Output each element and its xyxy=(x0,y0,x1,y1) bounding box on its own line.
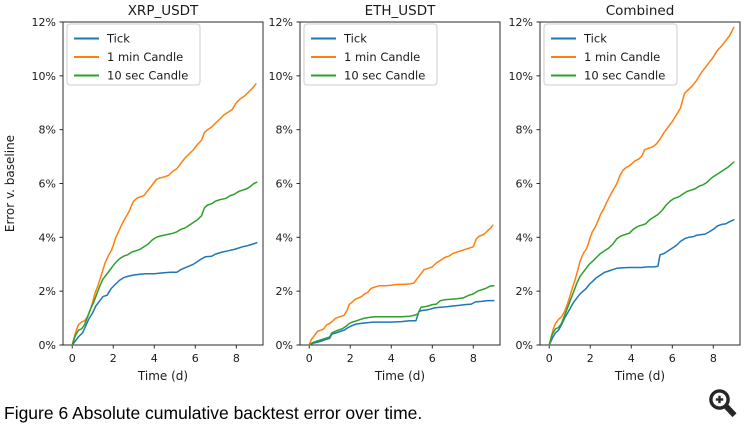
y-tick-label: 2% xyxy=(276,285,293,298)
series-line-10-sec-candle xyxy=(71,181,258,346)
subplot-XRP_USDT: 0% 2% 4% 6% 8% 10% 12% 0 2 4 6 8 XRP_USDT Time (d) Err… xyxy=(3,3,264,383)
chart-title: Combined xyxy=(606,3,675,19)
subplot-Combined: 0% 2% 4% 6% 8% 10% 12% 0 2 4 6 8 Combined Time (d) Tic… xyxy=(509,3,741,383)
legend-label: 10 sec Candle xyxy=(584,69,665,83)
subplot-ETH_USDT: 0% 2% 4% 6% 8% 10% 12% 0 2 4 6 8 ETH_USDT Time (d) Tic… xyxy=(269,3,501,383)
x-tick-label: 8 xyxy=(710,352,717,365)
legend-label: Tick xyxy=(583,32,607,46)
figure-caption: Figure 6 Absolute cumulative backtest er… xyxy=(4,403,423,423)
y-tick-label: 10% xyxy=(32,70,56,83)
legend-label: 10 sec Candle xyxy=(107,69,188,83)
figure-charts: 0% 2% 4% 6% 8% 10% 12% 0 2 4 6 8 XRP_USDT Time (d) Err… xyxy=(3,3,741,383)
chart-title: ETH_USDT xyxy=(365,3,437,19)
series-line-1-min-candle xyxy=(548,26,735,346)
x-tick-label: 4 xyxy=(151,352,158,365)
series-line-tick xyxy=(71,241,258,346)
x-tick-label: 0 xyxy=(546,352,553,365)
y-tick-label: 2% xyxy=(516,285,533,298)
x-tick-label: 2 xyxy=(587,352,594,365)
x-tick-label: 6 xyxy=(429,352,436,365)
y-tick-label: 0% xyxy=(39,339,56,352)
series-line-tick xyxy=(548,219,735,346)
y-tick-label: 6% xyxy=(276,178,293,191)
legend-label: 10 sec Candle xyxy=(344,69,425,83)
y-tick-label: 12% xyxy=(32,16,56,29)
y-tick-label: 6% xyxy=(516,178,533,191)
magnifier-plus-icon xyxy=(709,389,737,418)
x-tick-label: 4 xyxy=(628,352,635,365)
legend-label: 1 min Candle xyxy=(344,50,420,64)
x-tick-label: 6 xyxy=(669,352,676,365)
legend-box xyxy=(543,23,678,86)
y-tick-label: 8% xyxy=(39,124,56,137)
series-line-1-min-candle xyxy=(71,83,257,346)
y-axis-label: Error v. baseline xyxy=(3,135,17,232)
y-tick-label: 4% xyxy=(39,231,56,244)
y-tick-label: 4% xyxy=(276,231,293,244)
y-tick-label: 8% xyxy=(276,124,293,137)
zoom-in-button[interactable] xyxy=(703,385,743,425)
y-tick-label: 8% xyxy=(516,124,533,137)
y-tick-label: 0% xyxy=(276,339,293,352)
x-axis-label: Time (d) xyxy=(374,369,425,383)
x-axis-label: Time (d) xyxy=(614,369,665,383)
x-tick-label: 4 xyxy=(388,352,395,365)
y-tick-label: 4% xyxy=(516,231,533,244)
y-tick-label: 10% xyxy=(509,70,533,83)
chart-title: XRP_USDT xyxy=(128,3,199,19)
x-axis-label: Time (d) xyxy=(137,369,188,383)
y-tick-label: 10% xyxy=(269,70,293,83)
series-line-1-min-candle xyxy=(308,224,494,346)
y-tick-label: 6% xyxy=(39,178,56,191)
x-tick-label: 6 xyxy=(192,352,199,365)
x-tick-label: 0 xyxy=(306,352,313,365)
series-line-10-sec-candle xyxy=(308,285,495,346)
series-line-tick xyxy=(308,299,495,346)
y-tick-label: 12% xyxy=(269,16,293,29)
y-tick-label: 0% xyxy=(516,339,533,352)
x-tick-label: 2 xyxy=(110,352,117,365)
legend-label: Tick xyxy=(106,32,130,46)
x-tick-label: 8 xyxy=(233,352,240,365)
y-tick-label: 12% xyxy=(509,16,533,29)
x-tick-label: 2 xyxy=(347,352,354,365)
x-tick-label: 0 xyxy=(69,352,76,365)
legend-label: Tick xyxy=(343,32,367,46)
series-line-10-sec-candle xyxy=(548,161,735,346)
y-tick-label: 2% xyxy=(39,285,56,298)
legend-box xyxy=(303,23,438,86)
x-tick-label: 8 xyxy=(470,352,477,365)
legend-label: 1 min Candle xyxy=(107,50,183,64)
charts-canvas: 0% 2% 4% 6% 8% 10% 12% 0 2 4 6 8 XRP_USDT Time (d) Err… xyxy=(3,3,741,383)
legend-box xyxy=(66,23,201,86)
legend-label: 1 min Candle xyxy=(584,50,660,64)
